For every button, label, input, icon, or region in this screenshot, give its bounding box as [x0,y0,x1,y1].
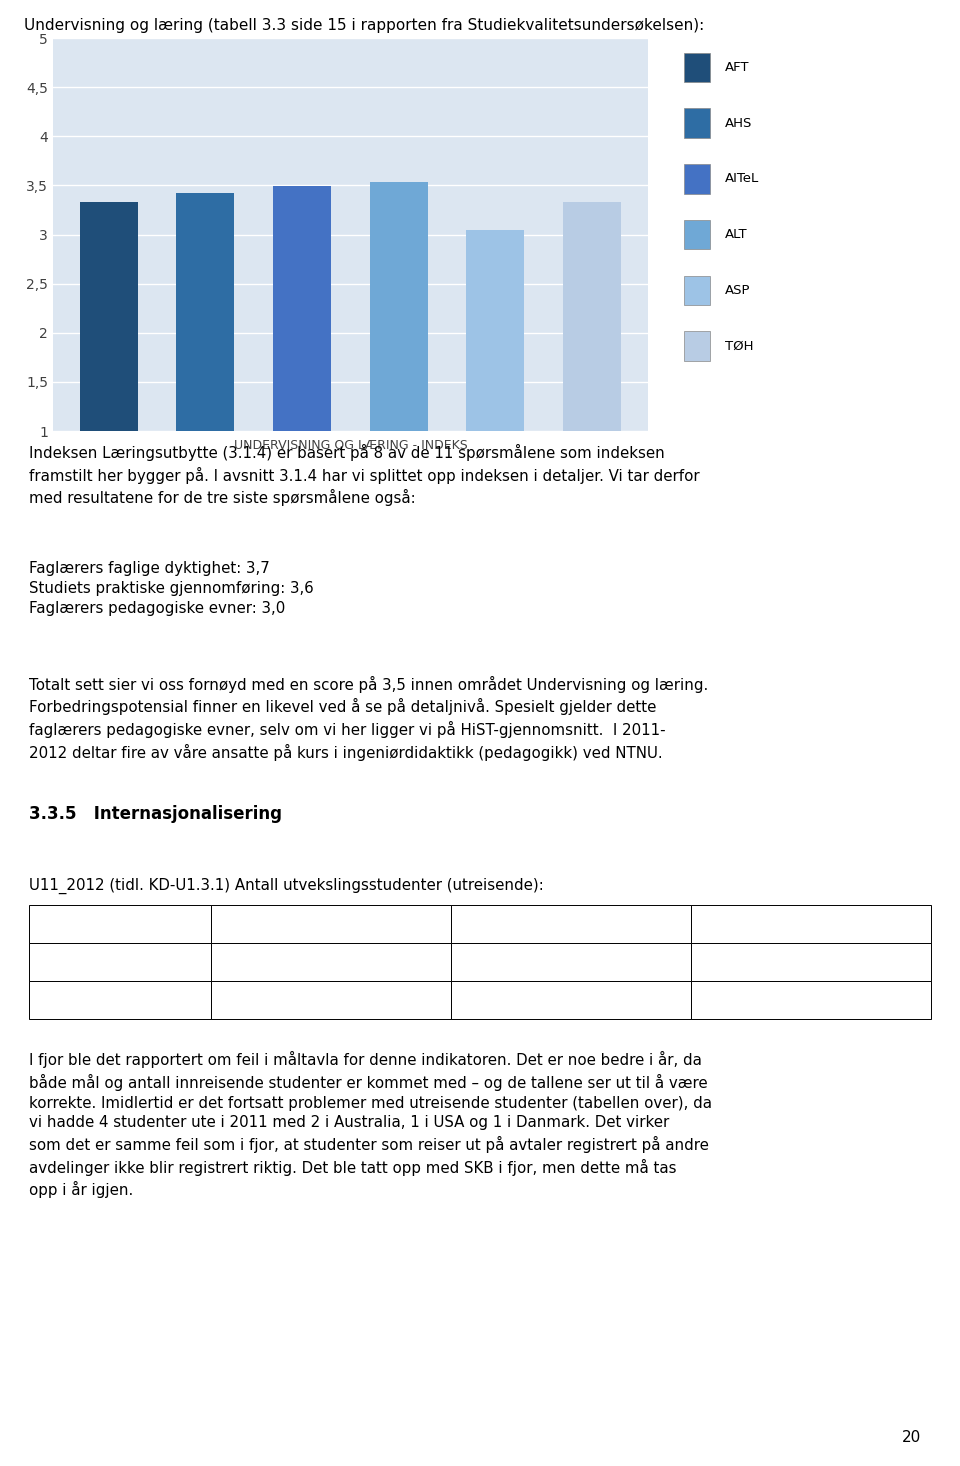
Text: AITeL: AITeL [725,173,759,185]
Bar [177,194,234,529]
Text: Faglærers faglige dyktighet: 3,7
Studiets praktiske gjennomføring: 3,6
Faglærers: Faglærers faglige dyktighet: 3,7 Studiet… [29,561,314,616]
Text: -: - [568,954,574,969]
Text: ALT: ALT [725,229,748,240]
Text: Mål: Mål [106,954,134,969]
Bar [80,202,138,529]
Bar [467,230,524,529]
Text: AHS: AHS [725,117,753,129]
Text: TØH: TØH [725,340,754,352]
Text: -: - [568,992,574,1007]
Text: Indeksen Læringsutbytte (3.1.4) er basert på 8 av de 11 spørsmålene som indeksen: Indeksen Læringsutbytte (3.1.4) er baser… [29,444,700,506]
Text: 2: 2 [806,992,816,1007]
Text: 2009: 2009 [312,916,350,931]
Text: -: - [328,954,334,969]
Bar [563,202,621,529]
Bar [370,182,428,529]
Bar [273,186,331,529]
Text: 1: 1 [326,992,336,1007]
Text: Resultat: Resultat [87,992,153,1007]
Text: 3.3.5   Internasjonalisering: 3.3.5 Internasjonalisering [29,805,282,822]
Text: ASP: ASP [725,284,751,296]
Text: Undervisning og læring (tabell 3.3 side 15 i rapporten fra Studiekvalitetsunders: Undervisning og læring (tabell 3.3 side … [24,18,705,32]
Text: 2010: 2010 [552,916,590,931]
X-axis label: UNDERVISNING OG LÆRING - INDEKS: UNDERVISNING OG LÆRING - INDEKS [233,440,468,453]
Text: 2011: 2011 [792,916,830,931]
Text: U11_2012 (tidl. KD-U1.3.1) Antall utvekslingsstudenter (utreisende):: U11_2012 (tidl. KD-U1.3.1) Antall utveks… [29,878,543,894]
Text: I fjor ble det rapportert om feil i måltavla for denne indikatoren. Det er noe b: I fjor ble det rapportert om feil i målt… [29,1051,711,1198]
Text: Totalt sett sier vi oss fornøyd med en score på 3,5 innen området Undervisning o: Totalt sett sier vi oss fornøyd med en s… [29,676,708,761]
Text: 20: 20 [902,1431,922,1445]
Text: AFT: AFT [725,62,750,73]
Text: 5: 5 [806,954,816,969]
